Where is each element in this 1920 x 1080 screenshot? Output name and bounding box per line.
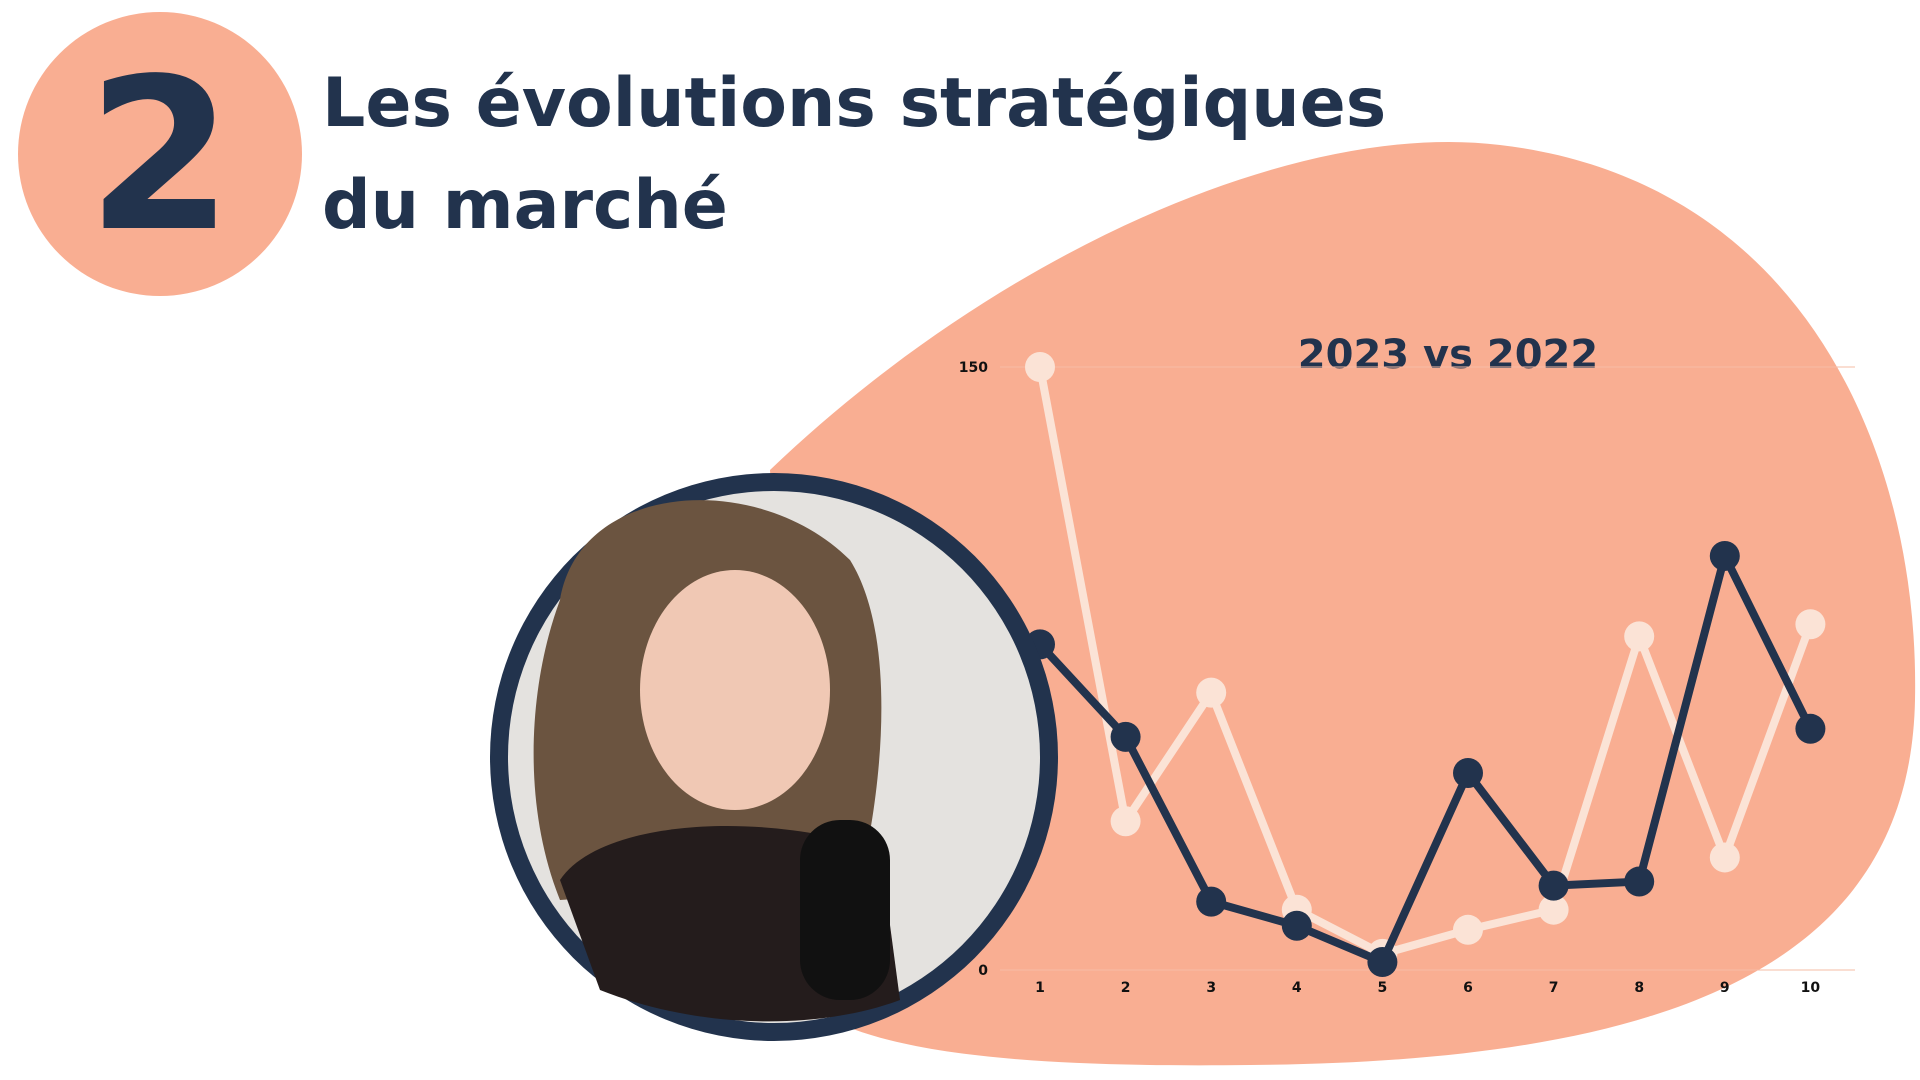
data-point: [1196, 677, 1227, 708]
data-point: [1795, 609, 1826, 640]
data-point: [1196, 886, 1227, 917]
chart: 2023 vs 2022 0 150 1 2 3 4 5 6 7 8 9 10: [959, 332, 1855, 996]
data-point: [1367, 946, 1398, 977]
data-point: [1538, 894, 1569, 925]
microphone: [800, 820, 890, 1000]
data-point: [1538, 870, 1569, 901]
data-point: [1453, 914, 1483, 945]
x-tick-label: 4: [1292, 980, 1302, 996]
x-tick-label: 3: [1206, 980, 1216, 996]
data-point: [1025, 352, 1055, 382]
data-point: [1624, 621, 1655, 652]
x-tick-label: 5: [1378, 980, 1388, 996]
y-tick-label: 150: [959, 360, 988, 376]
badge-circle: [18, 12, 302, 296]
data-point: [1110, 806, 1141, 837]
data-point: [1281, 910, 1312, 941]
chart-title: 2023 vs 2022: [1298, 332, 1598, 378]
person-face: [640, 570, 830, 810]
title-line: du marché: [322, 166, 728, 245]
presenter-video: [490, 473, 1058, 1041]
series-line: [1036, 366, 1815, 958]
x-tick-label: 1: [1035, 980, 1045, 996]
data-point: [1795, 713, 1826, 744]
x-tick-label: 6: [1463, 980, 1473, 996]
x-tick-label: 10: [1801, 980, 1821, 996]
data-point: [1453, 758, 1483, 789]
title-line: Les évolutions stratégiques: [322, 64, 1386, 143]
data-point: [1709, 842, 1740, 873]
series-line: [1037, 551, 1814, 966]
x-tick-label: 2: [1121, 980, 1131, 996]
data-point: [1709, 540, 1740, 571]
y-tick-label: 0: [978, 963, 988, 979]
data-point: [1624, 866, 1655, 897]
data-point: [1110, 721, 1141, 752]
x-tick-label: 7: [1549, 980, 1559, 996]
badge-number: 2: [87, 33, 233, 278]
x-tick-label: 9: [1720, 980, 1730, 996]
x-tick-label: 8: [1634, 980, 1644, 996]
blob-background: [770, 141, 1916, 1066]
